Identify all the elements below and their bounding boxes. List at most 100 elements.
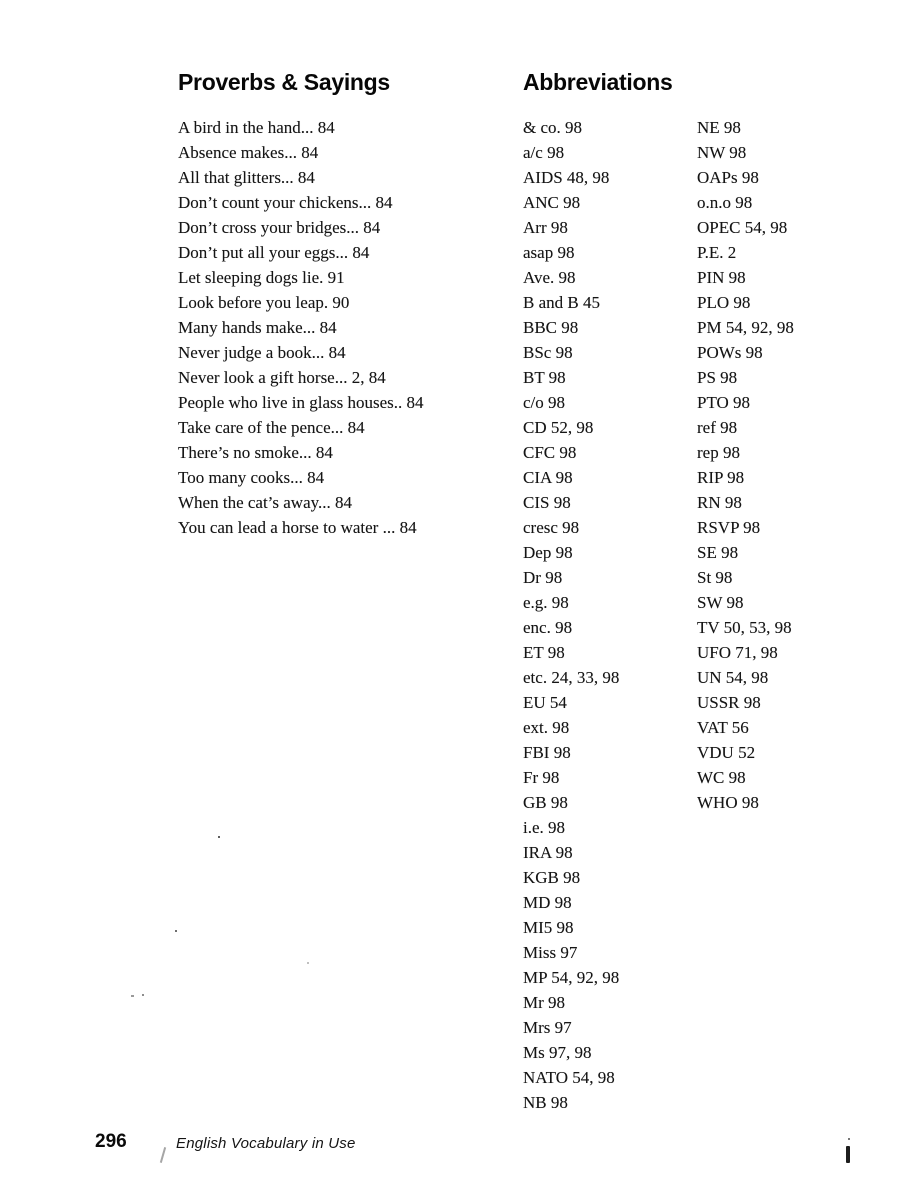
- index-entry: CD 52, 98: [523, 418, 594, 437]
- index-entry: asap 98: [523, 243, 575, 262]
- index-entry: NW 98: [697, 143, 747, 162]
- index-entry: TV 50, 53, 98: [697, 618, 792, 637]
- index-entry: PLO 98: [697, 293, 751, 312]
- index-entry: OAPs 98: [697, 168, 759, 187]
- index-entry: Dep 98: [523, 543, 573, 562]
- index-entry: VDU 52: [697, 743, 756, 762]
- index-entry: BBC 98: [523, 318, 579, 337]
- abbreviations-heading: Abbreviations: [523, 69, 673, 95]
- section-proverbs: Proverbs & Sayings A bird in the hand...…: [178, 68, 424, 540]
- index-entry: NE 98: [697, 118, 741, 137]
- index-entry: RN 98: [697, 493, 742, 512]
- index-entry: ref 98: [697, 418, 738, 437]
- index-entry: WHO 98: [697, 793, 759, 812]
- scan-speck: [307, 962, 309, 964]
- index-entry: P.E. 2: [697, 243, 737, 262]
- index-entry: Let sleeping dogs lie. 91: [178, 268, 345, 287]
- index-entry: Ave. 98: [523, 268, 576, 287]
- index-entry: Absence makes... 84: [178, 143, 319, 162]
- scan-speck: [131, 995, 134, 997]
- index-entry: POWs 98: [697, 343, 763, 362]
- scan-artifact-mark: [846, 1146, 850, 1163]
- index-entry: Many hands make... 84: [178, 318, 337, 337]
- index-entry: Ms 97, 98: [523, 1043, 592, 1062]
- index-entry: MP 54, 92, 98: [523, 968, 620, 987]
- index-entry: NATO 54, 98: [523, 1068, 615, 1087]
- index-entry: There’s no smoke... 84: [178, 443, 333, 462]
- scan-speck: [218, 836, 220, 838]
- index-entry: ext. 98: [523, 718, 570, 737]
- index-entry: BT 98: [523, 368, 566, 387]
- index-entry: enc. 98: [523, 618, 573, 637]
- index-entry: CIA 98: [523, 468, 573, 487]
- index-entry: FBI 98: [523, 743, 571, 762]
- index-entry: SE 98: [697, 543, 739, 562]
- index-entry: Never judge a book... 84: [178, 343, 346, 362]
- index-entry: Mr 98: [523, 993, 566, 1012]
- proverbs-heading: Proverbs & Sayings: [178, 69, 390, 95]
- index-entry: You can lead a horse to water ... 84: [178, 518, 417, 537]
- scan-artifact-slash: [159, 1147, 167, 1163]
- index-entry: Don’t put all your eggs... 84: [178, 243, 370, 262]
- index-entry: Miss 97: [523, 943, 578, 962]
- index-entry: i.e. 98: [523, 818, 566, 837]
- index-entry: Don’t count your chickens... 84: [178, 193, 393, 212]
- scan-speck: [142, 994, 144, 996]
- scan-speck: [175, 930, 177, 932]
- index-entry: ANC 98: [523, 193, 581, 212]
- index-entry: UN 54, 98: [697, 668, 769, 687]
- index-entry: KGB 98: [523, 868, 581, 887]
- index-entry: B and B 45: [523, 293, 600, 312]
- index-entry: When the cat’s away... 84: [178, 493, 353, 512]
- index-entry: Look before you leap. 90: [178, 293, 350, 312]
- index-entry: PTO 98: [697, 393, 751, 412]
- section-abbreviations: Abbreviations & co. 98 a/c 98 AIDS 48, 98 A…: [523, 68, 673, 1115]
- section-abbreviations-continued: NE 98 NW 98 OAPs 98 o.n.o 98 OPEC 54, 98 P.E.…: [697, 115, 794, 815]
- index-entry: PS 98: [697, 368, 738, 387]
- book-title: English Vocabulary in Use: [176, 1135, 356, 1152]
- abbreviations-list-column2: NE 98 NW 98 OAPs 98 o.n.o 98 OPEC 54, 98 P.E.…: [697, 115, 794, 815]
- index-entry: VAT 56: [697, 718, 749, 737]
- index-entry: Mrs 97: [523, 1018, 572, 1037]
- index-entry: a/c 98: [523, 143, 565, 162]
- index-entry: GB 98: [523, 793, 568, 812]
- page-number: 296: [95, 1131, 127, 1152]
- index-entry: Fr 98: [523, 768, 560, 787]
- index-entry: & co. 98: [523, 118, 583, 137]
- index-entry: MD 98: [523, 893, 572, 912]
- index-entry: UFO 71, 98: [697, 643, 778, 662]
- index-entry: RSVP 98: [697, 518, 761, 537]
- index-entry: Never look a gift horse... 2, 84: [178, 368, 386, 387]
- index-entry: WC 98: [697, 768, 746, 787]
- proverbs-list: A bird in the hand... 84 Absence makes...…: [178, 115, 424, 540]
- index-entry: Dr 98: [523, 568, 563, 587]
- index-entry: A bird in the hand... 84: [178, 118, 335, 137]
- index-entry: c/o 98: [523, 393, 566, 412]
- index-entry: cresc 98: [523, 518, 580, 537]
- index-entry: ET 98: [523, 643, 565, 662]
- index-entry: MI5 98: [523, 918, 574, 937]
- index-entry: PM 54, 92, 98: [697, 318, 794, 337]
- index-entry: e.g. 98: [523, 593, 569, 612]
- index-entry: o.n.o 98: [697, 193, 753, 212]
- index-entry: SW 98: [697, 593, 744, 612]
- index-entry: CFC 98: [523, 443, 577, 462]
- index-entry: RIP 98: [697, 468, 745, 487]
- index-entry: etc. 24, 33, 98: [523, 668, 620, 687]
- index-entry: Don’t cross your bridges... 84: [178, 218, 381, 237]
- abbreviations-list-column1: & co. 98 a/c 98 AIDS 48, 98 ANC 98 Arr 98 asa…: [523, 115, 672, 1115]
- index-entry: NB 98: [523, 1093, 568, 1112]
- index-entry: BSc 98: [523, 343, 573, 362]
- index-entry: Take care of the pence... 84: [178, 418, 365, 437]
- index-entry: CIS 98: [523, 493, 571, 512]
- index-entry: rep 98: [697, 443, 740, 462]
- index-entry: Too many cooks... 84: [178, 468, 325, 487]
- index-entry: St 98: [697, 568, 733, 587]
- index-entry: EU 54: [523, 693, 567, 712]
- index-entry: PIN 98: [697, 268, 746, 287]
- index-entry: USSR 98: [697, 693, 761, 712]
- index-entry: All that glitters... 84: [178, 168, 315, 187]
- scan-artifact-dot: [848, 1138, 850, 1140]
- index-entry: People who live in glass houses.. 84: [178, 393, 424, 412]
